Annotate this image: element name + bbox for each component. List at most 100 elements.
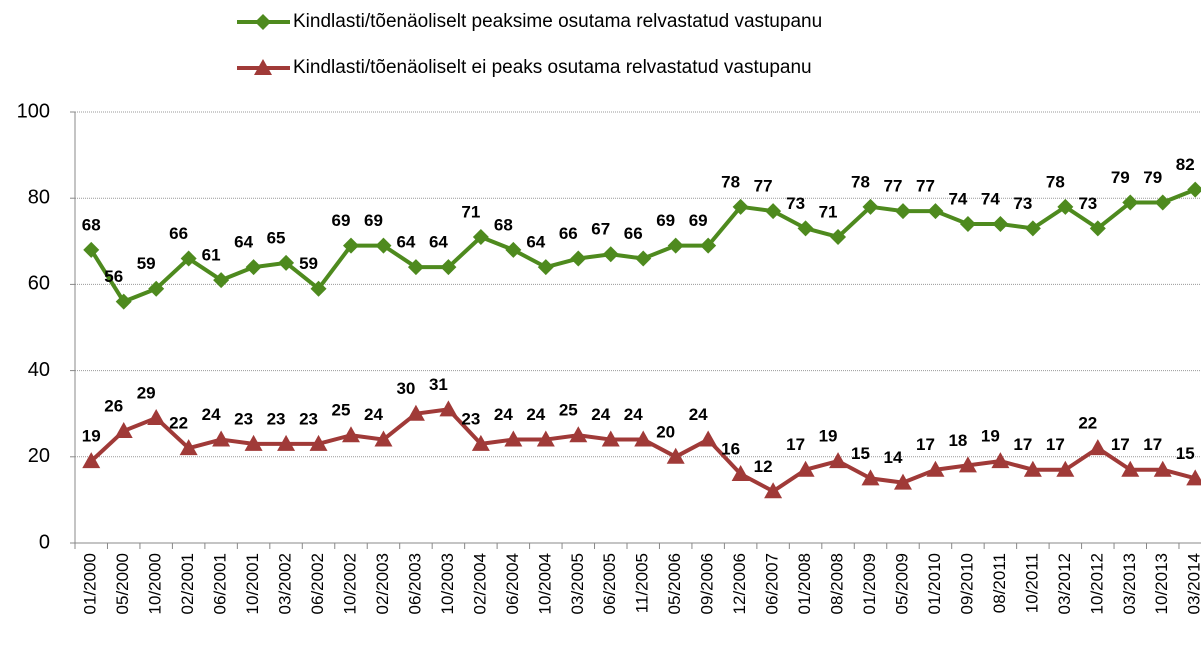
triangle-marker [179,439,198,456]
x-tick-label: 05/2000 [113,553,132,614]
data-label: 78 [721,172,740,191]
diamond-marker [1024,220,1041,237]
x-tick-label: 10/2001 [243,553,262,614]
legend-label: Kindlasti/tõenäoliselt peaksime osutama … [293,11,822,32]
diamond-marker [927,203,944,220]
x-tick-label: 02/2001 [178,553,197,614]
diamond-marker [830,228,847,245]
diamond-marker [765,203,782,220]
diamond-marker [472,228,489,245]
x-tick-label: 11/2005 [633,553,652,613]
data-label: 17 [1046,435,1065,454]
data-label: 79 [1111,168,1130,187]
x-tick-label: 01/2009 [860,553,879,614]
data-label: 74 [981,190,1000,209]
x-tick-label: 10/2011 [1022,553,1041,613]
triangle-marker [536,430,555,447]
data-label: 77 [884,177,903,196]
triangle-marker [504,430,523,447]
x-tick-label: 03/2013 [1120,553,1139,614]
triangle-marker [114,421,133,438]
data-label: 64 [526,233,545,252]
triangle-marker [569,426,588,443]
data-label: 17 [1143,435,1162,454]
triangle-marker [829,452,848,469]
x-tick-label: 05/2009 [892,553,911,614]
triangle-marker [893,473,912,490]
triangle-marker [309,434,328,451]
triangle-marker [277,434,296,451]
diamond-marker [213,272,230,289]
data-label: 15 [1176,444,1195,463]
x-tick-label: 06/2003 [405,553,424,614]
data-label: 66 [624,224,643,243]
data-label: 73 [786,194,805,213]
x-tick-label: 01/2000 [81,553,100,614]
data-label: 74 [948,190,967,209]
data-label: 65 [267,228,286,247]
triangle-marker [1056,460,1075,477]
triangle-marker [1153,460,1172,477]
x-tick-label: 03/2002 [276,553,295,614]
data-label: 17 [916,435,935,454]
data-label: 22 [169,414,188,433]
x-tick-label: 10/2002 [340,553,359,614]
data-label: 25 [559,401,578,420]
diamond-marker [342,237,359,254]
diamond-marker [1057,198,1074,215]
x-tick-label: 02/2004 [470,553,489,614]
data-label: 12 [754,457,773,476]
data-label: 61 [202,246,221,265]
data-label: 24 [202,405,221,424]
data-label: 24 [689,405,708,424]
y-tick-label: 60 [28,273,50,295]
data-label: 69 [656,211,675,230]
triangle-marker [212,430,231,447]
data-label: 59 [299,254,318,273]
x-tick-label: 10/2013 [1152,553,1171,614]
diamond-marker [407,259,424,276]
data-label: 19 [819,427,838,446]
data-label: 68 [82,215,101,234]
diamond-marker [797,220,814,237]
x-tick-label: 08/2011 [990,553,1009,613]
x-tick-label: 03/2012 [1055,553,1074,614]
diamond-marker [245,259,262,276]
triangle-marker [991,452,1010,469]
diamond-marker [505,241,522,258]
data-label: 64 [396,233,415,252]
diamond-marker [115,293,132,310]
diamond-marker [667,237,684,254]
data-label: 66 [169,224,188,243]
x-tick-label: 06/2001 [211,553,230,614]
triangle-marker [764,482,783,499]
triangle-marker [471,434,490,451]
x-tick-label: 08/2008 [828,553,847,614]
data-label: 23 [299,409,318,428]
x-tick-label: 06/2004 [503,553,522,614]
triangle-marker [666,447,685,464]
data-label: 64 [429,233,448,252]
data-label: 73 [1013,194,1032,213]
diamond-marker [537,259,554,276]
y-tick-label: 80 [28,186,50,208]
data-label: 17 [1013,435,1032,454]
triangle-marker [147,409,166,426]
data-label: 67 [591,220,610,239]
x-tick-label: 06/2005 [600,553,619,614]
diamond-marker [700,237,717,254]
x-tick-label: 01/2010 [925,553,944,614]
triangle-marker [244,434,263,451]
data-label: 23 [267,409,286,428]
triangle-marker [439,400,458,417]
triangle-marker [796,460,815,477]
x-tick-label: 06/2002 [308,553,327,614]
legend-label: Kindlasti/tõenäoliselt ei peaks osutama … [293,57,812,78]
y-tick-label: 100 [17,100,50,122]
data-label: 24 [591,405,610,424]
data-label: 23 [461,409,480,428]
data-label: 78 [851,172,870,191]
triangle-marker [1088,439,1107,456]
data-label: 16 [721,440,740,459]
diamond-marker [862,198,879,215]
